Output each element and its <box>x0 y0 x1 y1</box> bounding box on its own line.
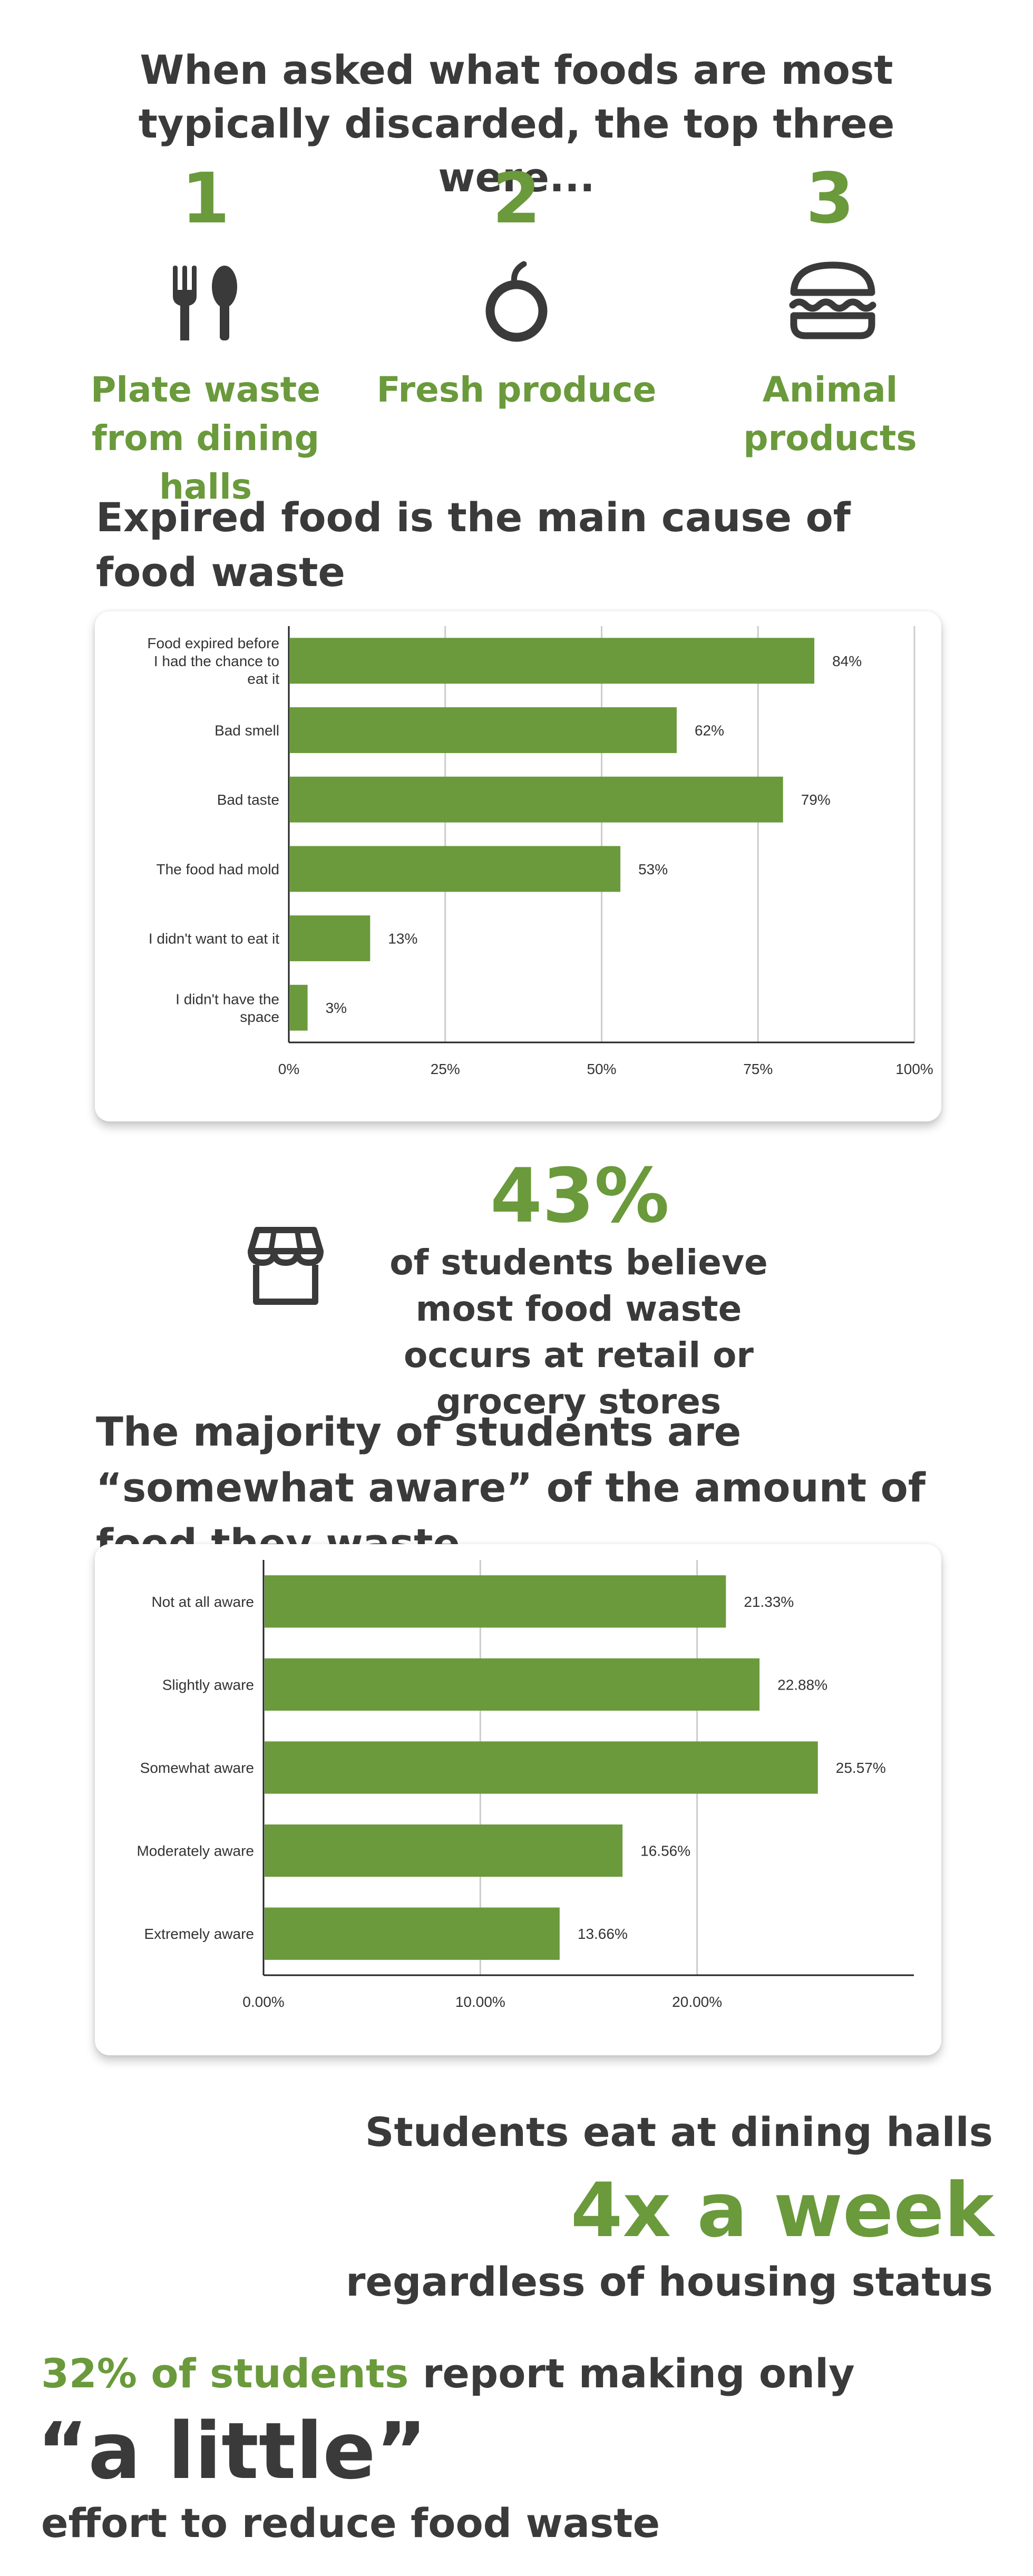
x-tick-label: 0.00% <box>242 1994 284 2010</box>
bar <box>290 846 621 892</box>
rank-1-number: 1 <box>181 158 230 239</box>
bar <box>265 1658 760 1711</box>
bar <box>290 776 783 823</box>
category-label: Not at all aware <box>151 1594 254 1610</box>
bar-value-label: 3% <box>326 1000 347 1016</box>
category-label: space <box>240 1009 279 1025</box>
effort-tail: effort to reduce food waste <box>41 2500 660 2546</box>
x-tick-label: 20.00% <box>672 1994 722 2010</box>
category-label: Food expired before <box>147 635 279 651</box>
bar-value-label: 84% <box>832 653 862 669</box>
x-tick-label: 75% <box>743 1061 773 1077</box>
x-tick-label: 100% <box>895 1061 933 1077</box>
bar <box>290 915 371 961</box>
category-label: Slightly aware <box>162 1676 254 1693</box>
apple-icon <box>485 261 548 342</box>
bar-value-label: 22.88% <box>777 1676 827 1693</box>
bar-value-label: 25.57% <box>836 1760 886 1776</box>
bar <box>265 1741 818 1794</box>
category-label: I had the chance to <box>154 653 279 669</box>
category-label: I didn't have the <box>176 991 279 1007</box>
category-label: Somewhat aware <box>140 1760 254 1776</box>
bar <box>265 1824 623 1877</box>
burger-icon <box>789 261 876 339</box>
rank-2-number: 2 <box>492 158 541 239</box>
bar-value-label: 13.66% <box>578 1926 628 1942</box>
effort-quote: “a little” <box>37 2406 427 2496</box>
x-tick-label: 0% <box>278 1061 299 1077</box>
rank-1-label: Plate waste from dining halls <box>91 369 320 507</box>
category-label: The food had mold <box>157 861 280 877</box>
stat-43-text: of students believe most food waste occu… <box>389 1242 768 1422</box>
bar-value-label: 13% <box>388 931 417 947</box>
fork-spoon-icon <box>173 266 237 340</box>
effort-line1: 32% of students report making only <box>41 2347 884 2400</box>
bar-value-label: 16.56% <box>640 1843 690 1859</box>
bar-value-label: 79% <box>801 792 831 808</box>
x-tick-label: 50% <box>587 1061 616 1077</box>
bar <box>290 638 815 684</box>
stat-43-value: 43% <box>490 1153 669 1240</box>
dining-value: 4x a week <box>570 2167 994 2254</box>
rank-3-label: Animal products <box>743 369 917 458</box>
dining-line3: regardless of housing status <box>345 2258 993 2305</box>
effort-rest: report making only <box>408 2350 855 2397</box>
top-three-heading: When asked what foods are most typically… <box>138 46 895 201</box>
category-label: Bad smell <box>215 723 279 739</box>
bar <box>265 1907 560 1960</box>
storefront-icon <box>248 1227 324 1305</box>
x-tick-label: 10.00% <box>455 1994 505 2010</box>
bar <box>290 707 677 753</box>
chart2-card <box>95 1544 941 2055</box>
chart1-heading: Expired food is the main cause of food w… <box>96 494 851 596</box>
rank-2-label: Fresh produce <box>376 369 657 410</box>
chart1-plot: 84% Food expired before I had the chance t… <box>147 626 933 1077</box>
x-tick-label: 25% <box>431 1061 460 1077</box>
bar-value-label: 62% <box>695 723 724 739</box>
bar-value-label: 53% <box>638 861 668 877</box>
category-label: Bad taste <box>217 792 279 808</box>
category-label: Moderately aware <box>137 1843 254 1859</box>
bar <box>265 1575 726 1628</box>
category-label: Extremely aware <box>144 1926 254 1942</box>
chart2-plot: 21.33% Not at all aware 22.88% Slightly awa… <box>137 1560 914 2010</box>
rank-3-number: 3 <box>806 158 854 239</box>
category-label: I didn't want to eat it <box>149 931 279 947</box>
effort-highlight: 32% of students <box>41 2350 409 2397</box>
bar <box>290 984 308 1031</box>
dining-line1: Students eat at dining halls <box>365 2109 993 2155</box>
category-label: eat it <box>247 670 279 687</box>
bar-value-label: 21.33% <box>744 1594 794 1610</box>
